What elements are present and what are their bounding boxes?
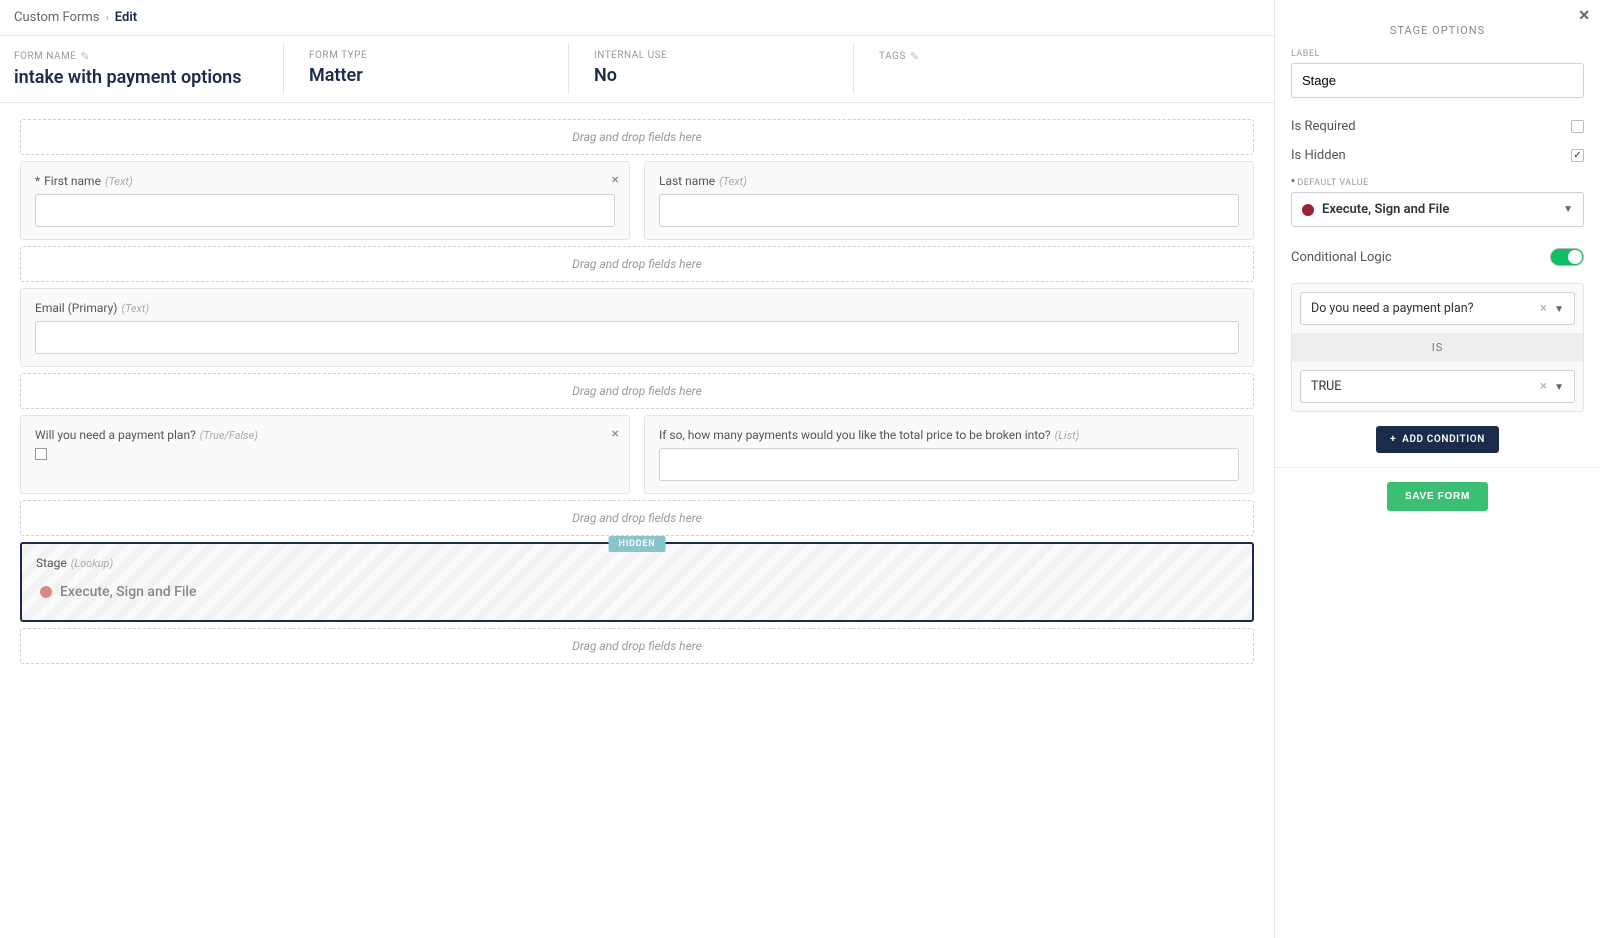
field-stage[interactable]: HIDDEN Stage (Lookup) Execute, Sign and …	[20, 542, 1254, 622]
clear-icon[interactable]: ×	[1536, 301, 1551, 316]
conditional-logic-toggle[interactable]	[1550, 248, 1584, 266]
close-icon[interactable]: ×	[612, 172, 619, 188]
is-hidden-checkbox[interactable]	[1571, 149, 1584, 162]
breadcrumb-parent[interactable]: Custom Forms	[14, 10, 99, 25]
field-label: Last name	[659, 174, 715, 188]
options-panel: ✕ STAGE OPTIONS LABEL Is Required Is Hid…	[1274, 0, 1600, 938]
field-type: (True/False)	[200, 429, 258, 442]
field-payment-plan[interactable]: × Will you need a payment plan? (True/Fa…	[20, 415, 630, 494]
is-required-checkbox[interactable]	[1571, 120, 1584, 133]
payment-plan-checkbox[interactable]	[35, 448, 47, 460]
field-payments-count[interactable]: If so, how many payments would you like …	[644, 415, 1254, 494]
logic-value-select[interactable]: TRUE × ▼	[1300, 370, 1575, 403]
tags-label: TAGS	[879, 51, 906, 62]
field-label: Stage	[36, 556, 67, 570]
form-name-label: FORM NAME	[14, 51, 76, 62]
label-input[interactable]	[1291, 63, 1584, 98]
stage-dot-icon	[40, 586, 52, 598]
chevron-down-icon: ▼	[1563, 204, 1573, 215]
field-label: Will you need a payment plan?	[35, 428, 196, 442]
field-type: (Text)	[121, 302, 149, 315]
first-name-input[interactable]	[35, 194, 615, 227]
chevron-down-icon: ▼	[1554, 304, 1564, 315]
breadcrumb-current: Edit	[115, 10, 137, 25]
form-type-value: Matter	[309, 65, 548, 86]
logic-field-text: Do you need a payment plan?	[1311, 301, 1474, 316]
field-last-name[interactable]: Last name (Text)	[644, 161, 1254, 240]
panel-title: STAGE OPTIONS	[1291, 14, 1584, 49]
add-condition-button[interactable]: + ADD CONDITION	[1376, 426, 1499, 453]
close-icon[interactable]: ✕	[1578, 8, 1590, 24]
is-hidden-label: Is Hidden	[1291, 148, 1346, 163]
dropzone[interactable]: Drag and drop fields here	[20, 373, 1254, 409]
dropzone[interactable]: Drag and drop fields here	[20, 119, 1254, 155]
field-label: Email (Primary)	[35, 301, 117, 315]
dropzone[interactable]: Drag and drop fields here	[20, 500, 1254, 536]
stage-value-text: Execute, Sign and File	[60, 584, 197, 600]
default-value-text: Execute, Sign and File	[1322, 202, 1449, 217]
field-first-name[interactable]: × * First name (Text)	[20, 161, 630, 240]
dropzone[interactable]: Drag and drop fields here	[20, 246, 1254, 282]
close-icon[interactable]: ×	[612, 426, 619, 442]
breadcrumb: Custom Forms › Edit	[0, 0, 1274, 36]
plus-icon: +	[1390, 434, 1396, 445]
default-value-select[interactable]: Execute, Sign and File ▼	[1291, 192, 1584, 227]
field-email[interactable]: Email (Primary) (Text)	[20, 288, 1254, 367]
edit-icon[interactable]: ✎	[80, 50, 90, 63]
stage-dot-icon	[1302, 204, 1314, 216]
conditional-logic-label: Conditional Logic	[1291, 250, 1392, 265]
hidden-badge: HIDDEN	[609, 536, 666, 552]
email-input[interactable]	[35, 321, 1239, 354]
field-label: If so, how many payments would you like …	[659, 428, 1051, 442]
edit-icon[interactable]: ✎	[910, 50, 920, 63]
field-type: (Text)	[105, 175, 133, 188]
field-type: (Lookup)	[71, 557, 114, 570]
logic-operator: IS	[1292, 333, 1583, 362]
chevron-right-icon: ›	[105, 11, 108, 24]
logic-box: Do you need a payment plan? × ▼ IS TRUE …	[1291, 283, 1584, 412]
field-type: (List)	[1055, 429, 1080, 442]
clear-icon[interactable]: ×	[1536, 379, 1551, 394]
logic-value-text: TRUE	[1311, 379, 1341, 394]
required-star: *	[35, 174, 40, 188]
dropzone[interactable]: Drag and drop fields here	[20, 628, 1254, 664]
internal-use-label: INTERNAL USE	[594, 50, 833, 61]
save-form-button[interactable]: SAVE FORM	[1387, 482, 1488, 511]
internal-use-value: No	[594, 65, 833, 86]
last-name-input[interactable]	[659, 194, 1239, 227]
form-header: FORM NAME ✎ intake with payment options …	[0, 36, 1274, 103]
logic-field-select[interactable]: Do you need a payment plan? × ▼	[1300, 292, 1575, 325]
field-label: First name	[44, 174, 101, 188]
payments-count-input[interactable]	[659, 448, 1239, 481]
is-required-label: Is Required	[1291, 119, 1356, 134]
chevron-down-icon: ▼	[1554, 382, 1564, 393]
form-type-label: FORM TYPE	[309, 50, 548, 61]
add-condition-label: ADD CONDITION	[1402, 434, 1485, 445]
default-value-label: DEFAULT VALUE	[1297, 178, 1368, 188]
form-name-value: intake with payment options	[14, 67, 263, 88]
field-type: (Text)	[719, 175, 747, 188]
label-label: LABEL	[1291, 49, 1584, 59]
